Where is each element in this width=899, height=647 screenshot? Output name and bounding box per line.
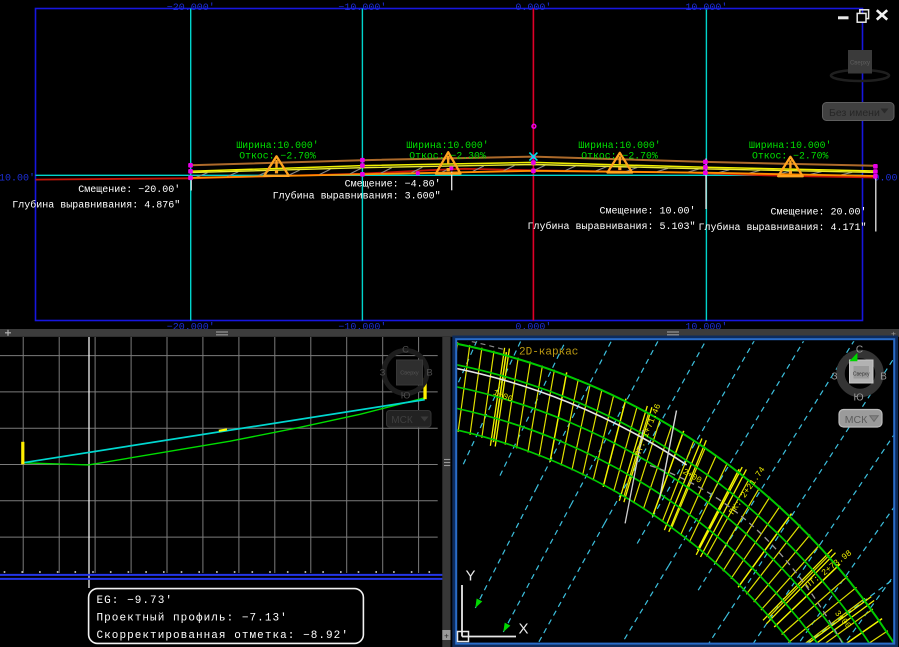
svg-text:Сверху: Сверху bbox=[853, 372, 870, 378]
svg-text:Откос: −2.70%: Откос: −2.70% bbox=[752, 151, 829, 162]
svg-text:+: + bbox=[891, 328, 896, 338]
svg-text:Сверху: Сверху bbox=[400, 371, 419, 377]
svg-text:Проектный профиль: −7.13': Проектный профиль: −7.13' bbox=[97, 612, 288, 625]
svg-text:Без имени: Без имени bbox=[829, 107, 880, 119]
svg-text:0.000': 0.000' bbox=[515, 2, 551, 14]
svg-text:Y: Y bbox=[465, 568, 475, 585]
svg-text:Сверху: Сверху bbox=[850, 61, 870, 67]
svg-text:Откос: −2.70%: Откос: −2.70% bbox=[239, 151, 316, 162]
svg-text:Смещение: 10.00': Смещение: 10.00' bbox=[599, 206, 695, 218]
svg-text:Ширина:10.000': Ширина:10.000' bbox=[406, 140, 488, 151]
svg-text:Ю: Ю bbox=[853, 393, 863, 404]
svg-text:В: В bbox=[880, 372, 887, 383]
svg-text:Глубина выравнивания: 5.103": Глубина выравнивания: 5.103" bbox=[527, 220, 695, 233]
svg-text:МСК: МСК bbox=[845, 414, 868, 426]
svg-text:Глубина выравнивания: 4.171": Глубина выравнивания: 4.171" bbox=[698, 221, 866, 234]
svg-text:Смещение: −20.00': Смещение: −20.00' bbox=[78, 184, 180, 196]
svg-text:Глубина выравнивания: 3.600": Глубина выравнивания: 3.600" bbox=[273, 190, 441, 203]
svg-text:−10.00': −10.00' bbox=[0, 173, 35, 185]
svg-text:Смещение: 20.00': Смещение: 20.00' bbox=[770, 207, 866, 219]
svg-text:Скорректированная отметка: −8: Скорректированная отметка: −8.92' bbox=[97, 630, 350, 642]
svg-text:EG: −9.73': EG: −9.73' bbox=[97, 595, 174, 607]
svg-text:С: С bbox=[856, 345, 863, 356]
svg-text:Ширина:10.000': Ширина:10.000' bbox=[236, 140, 318, 151]
svg-text:В: В bbox=[426, 368, 432, 379]
svg-text:0.00': 0.00' bbox=[874, 173, 899, 185]
svg-text:Ширина:10.000': Ширина:10.000' bbox=[749, 140, 831, 151]
svg-text:Ширина:10.000': Ширина:10.000' bbox=[578, 140, 660, 151]
svg-text:Ю: Ю bbox=[401, 391, 411, 402]
svg-text:+: + bbox=[444, 631, 449, 640]
svg-text:МСК: МСК bbox=[391, 415, 413, 426]
svg-text:С: С bbox=[402, 345, 409, 356]
svg-text:X: X bbox=[518, 621, 528, 638]
svg-text:З: З bbox=[831, 372, 837, 383]
svg-text:Откос: −2.30%: Откос: −2.30% bbox=[409, 151, 486, 162]
svg-text:2D-каркас: 2D-каркас bbox=[519, 347, 578, 359]
svg-text:10.000': 10.000' bbox=[685, 2, 727, 14]
svg-text:Глубина выравнивания: 4.876": Глубина выравнивания: 4.876" bbox=[12, 199, 180, 212]
svg-text:З: З bbox=[380, 368, 386, 379]
svg-text:Смещение: −4.80': Смещение: −4.80' bbox=[345, 179, 441, 191]
svg-text:−20.000': −20.000' bbox=[167, 2, 215, 14]
svg-text:Откос: −2.70%: Откос: −2.70% bbox=[581, 151, 658, 162]
svg-text:−10.000': −10.000' bbox=[338, 2, 386, 14]
